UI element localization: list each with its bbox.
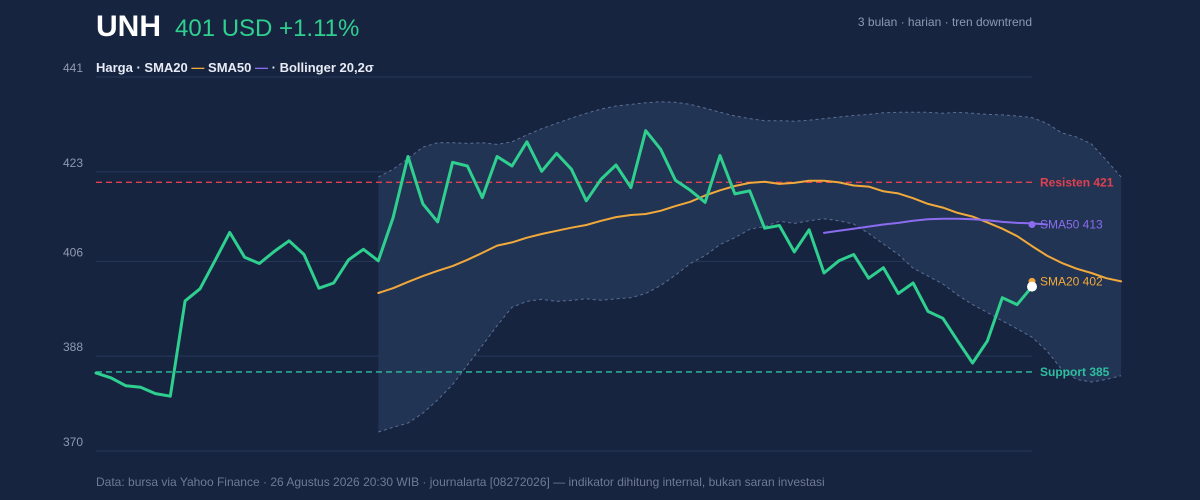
y-tick-label: 441 xyxy=(63,61,83,75)
level-lines-layer xyxy=(96,181,1032,373)
bollinger-lower-line xyxy=(378,218,1122,433)
legend-sep: · xyxy=(268,60,280,75)
y-tick-label: 388 xyxy=(63,340,83,354)
sma20-line xyxy=(377,179,1123,294)
support-label: Support 385 xyxy=(1040,365,1110,379)
chart-header: UNH 401 USD +1.11% xyxy=(96,10,359,44)
legend-sma50: SMA50 xyxy=(208,60,252,75)
chart-legend: Harga · SMA20 — SMA50 — · Bollinger 20,2… xyxy=(96,60,374,75)
bollinger-band-fill xyxy=(378,101,1122,433)
sma50-line xyxy=(823,217,1048,234)
legend-price: Harga xyxy=(96,60,133,75)
sma50-end-dot xyxy=(1028,220,1036,228)
price-end-dot xyxy=(1027,281,1037,292)
legend-sep: · xyxy=(132,60,145,75)
resistance-label: Resisten 421 xyxy=(1040,175,1114,189)
legend-sma20-swatch: — xyxy=(187,60,205,75)
bollinger-upper-line xyxy=(378,101,1122,178)
price-change: 401 USD +1.11% xyxy=(175,15,360,42)
legend-bollinger: Bollinger 20,2σ xyxy=(279,60,374,75)
sma20-end-label: SMA20 402 xyxy=(1040,274,1103,288)
chart-subtitle: 3 bulan · harian · tren downtrend xyxy=(857,15,1032,29)
price-line xyxy=(94,129,1034,398)
legend-sma50-swatch: — xyxy=(251,60,269,75)
bollinger-band-layer xyxy=(378,101,1122,433)
source-footnote: Data: bursa via Yahoo Finance · 26 Agust… xyxy=(96,475,825,489)
y-tick-label: 423 xyxy=(63,156,83,170)
y-tick-label: 406 xyxy=(63,245,83,259)
sma50-end-label: SMA50 413 xyxy=(1040,217,1103,231)
ticker-symbol: UNH xyxy=(96,10,161,43)
labels-layer: Resisten 421 Support 385 SMA50 413 SMA20 40… xyxy=(1040,175,1114,379)
series-lines-layer xyxy=(94,129,1123,398)
legend-sma20: SMA20 xyxy=(144,60,188,75)
y-tick-label: 370 xyxy=(63,435,83,449)
